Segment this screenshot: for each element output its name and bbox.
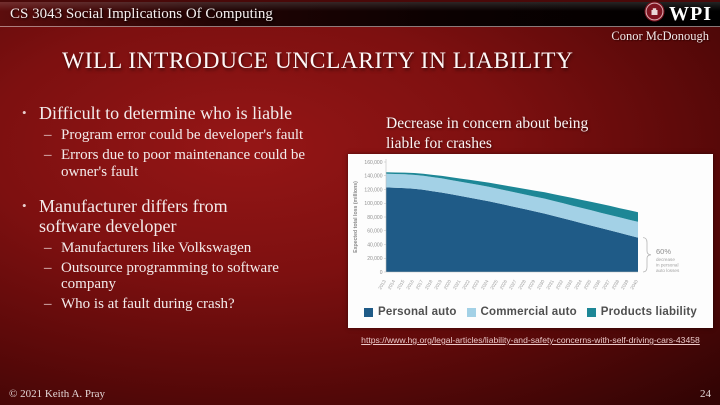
bullet-item: – Outsource programming to software comp… <box>44 260 357 294</box>
svg-text:2023: 2023 <box>471 279 481 291</box>
bullet-marker: – <box>44 127 52 144</box>
svg-text:2021: 2021 <box>452 279 462 291</box>
bullet-text: Manufacturer differs from software devel… <box>39 195 228 236</box>
bullet-marker: – <box>44 259 52 276</box>
bullet-item: – Errors due to poor maintenance could b… <box>44 147 357 181</box>
svg-text:2024: 2024 <box>480 279 490 291</box>
svg-text:2014: 2014 <box>387 279 397 291</box>
svg-text:2031: 2031 <box>545 279 555 291</box>
svg-text:80,000: 80,000 <box>367 215 383 221</box>
bullet-item: – Program error could be developer's fau… <box>44 127 357 144</box>
svg-text:160,000: 160,000 <box>364 160 382 166</box>
bullet-list: • Difficult to determine who is liable –… <box>22 100 357 316</box>
svg-text:2025: 2025 <box>489 279 499 291</box>
bullet-item: – Who is at fault during crash? <box>44 296 357 313</box>
copyright-text: © 2021 Keith A. Pray <box>9 388 106 400</box>
bullet-text: Who is at fault during crash? <box>61 296 235 313</box>
bullet-text: Errors due to poor maintenance could be … <box>61 146 306 180</box>
bullet-text: Program error could be developer's fault <box>61 127 304 144</box>
svg-text:2016: 2016 <box>405 279 415 291</box>
svg-text:2034: 2034 <box>573 279 583 291</box>
svg-text:140,000: 140,000 <box>364 174 382 180</box>
svg-text:2028: 2028 <box>517 279 527 291</box>
svg-text:2039: 2039 <box>620 279 630 291</box>
svg-text:2013: 2013 <box>377 279 387 291</box>
header-bar: CS 3043 Social Implications Of Computing… <box>0 0 720 27</box>
source-link[interactable]: https://www.hg.org/legal-articles/liabil… <box>361 335 700 345</box>
svg-text:120,000: 120,000 <box>364 187 382 193</box>
svg-text:2037: 2037 <box>601 279 611 291</box>
legend-label: Commercial auto <box>480 306 577 318</box>
svg-text:2015: 2015 <box>396 279 406 291</box>
legend-item-commercial-auto: Commercial auto <box>466 306 577 318</box>
slide-title: WILL INTRODUCE UNCLARITY IN LIABILITY <box>62 48 574 74</box>
bullet-text: Outsource programming to software compan… <box>61 259 279 293</box>
svg-text:2038: 2038 <box>611 279 621 291</box>
svg-text:2026: 2026 <box>499 279 509 291</box>
bullet-item: • Manufacturer differs from software dev… <box>22 196 357 236</box>
svg-text:decrease: decrease <box>656 257 675 262</box>
chart-caption: Decrease in concern about being liable f… <box>386 115 589 153</box>
bullet-marker: – <box>44 239 52 256</box>
bullet-item: – Manufacturers like Volkswagen <box>44 240 357 257</box>
svg-text:in personal: in personal <box>656 262 678 267</box>
svg-text:0: 0 <box>380 270 383 276</box>
page-number: 24 <box>700 388 711 400</box>
svg-text:2018: 2018 <box>424 279 434 291</box>
wpi-seal-icon <box>644 1 665 27</box>
chart-legend: Personal auto Commercial auto Products lia… <box>348 299 713 325</box>
svg-text:2036: 2036 <box>592 279 602 291</box>
legend-item-products-liability: Products liability <box>586 306 697 318</box>
loss-chart-svg: 0 20,000 40,000 60,000 80,000 100,000 120,000 1… <box>353 159 680 291</box>
legend-item-personal-auto: Personal auto <box>364 306 457 318</box>
wpi-logo: WPI <box>644 1 712 27</box>
svg-text:100,000: 100,000 <box>364 201 382 207</box>
bullet-marker: • <box>22 197 27 213</box>
legend-label: Personal auto <box>378 306 457 318</box>
svg-text:2020: 2020 <box>443 279 453 291</box>
svg-text:60%: 60% <box>656 247 671 256</box>
svg-text:2017: 2017 <box>415 279 425 291</box>
bullet-marker: • <box>22 105 27 120</box>
series-commercial-auto <box>386 173 638 238</box>
bullet-marker: – <box>44 146 52 163</box>
legend-swatch-icon <box>466 307 476 317</box>
loss-chart-panel: 0 20,000 40,000 60,000 80,000 100,000 120,000 1… <box>348 154 713 328</box>
svg-text:2035: 2035 <box>583 279 593 291</box>
svg-text:2019: 2019 <box>433 279 443 291</box>
svg-text:40,000: 40,000 <box>367 242 383 248</box>
bullet-item: • Difficult to determine who is liable <box>22 103 357 123</box>
annotation-brace <box>642 237 652 273</box>
svg-text:Expected total loss (millions): Expected total loss (millions) <box>353 181 359 253</box>
svg-text:2030: 2030 <box>536 279 546 291</box>
legend-swatch-icon <box>364 307 373 317</box>
bullet-marker: – <box>44 296 52 313</box>
svg-text:20,000: 20,000 <box>367 256 383 262</box>
svg-text:2029: 2029 <box>527 279 537 291</box>
svg-text:2032: 2032 <box>555 279 565 291</box>
series-personal-auto <box>386 187 638 272</box>
bullet-text: Manufacturers like Volkswagen <box>61 239 252 256</box>
svg-text:60,000: 60,000 <box>367 229 383 235</box>
author-name: Conor McDonough <box>611 29 709 43</box>
svg-text:2022: 2022 <box>461 279 471 291</box>
legend-swatch-icon <box>586 307 596 317</box>
legend-label: Products liability <box>600 306 697 318</box>
svg-text:auto losses: auto losses <box>656 268 680 273</box>
source-row: https://www.hg.org/legal-articles/liabil… <box>348 330 713 348</box>
bullet-text: Difficult to determine who is liable <box>39 103 293 123</box>
course-title: CS 3043 Social Implications Of Computing <box>10 5 273 22</box>
svg-text:2040: 2040 <box>629 279 639 291</box>
wpi-logo-text: WPI <box>669 2 712 25</box>
svg-text:2027: 2027 <box>508 279 518 291</box>
svg-text:2033: 2033 <box>564 279 574 291</box>
